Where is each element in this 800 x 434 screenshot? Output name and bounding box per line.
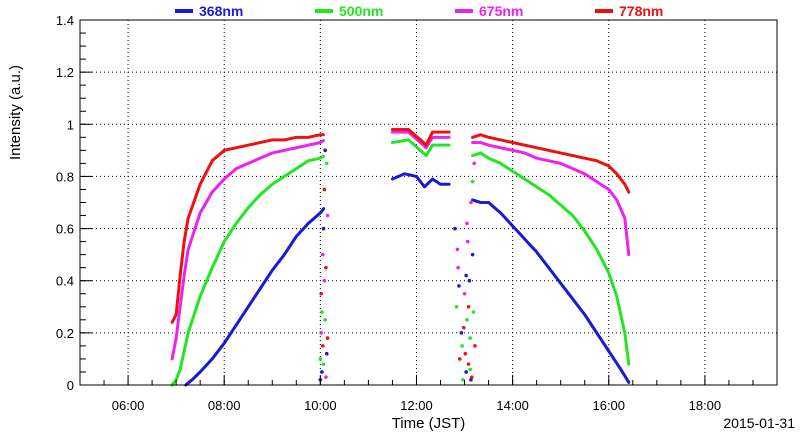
scatter-point [466,304,471,309]
scatter-point [464,273,468,278]
scatter-point [323,148,327,153]
scatter-point [455,247,460,252]
scatter-point [321,362,326,366]
x-axis-title: Time (JST) [392,415,466,432]
data-point [627,362,631,366]
scatter-point [320,310,324,314]
scatter-point [473,344,477,348]
scatter-point [323,318,327,322]
y-tick-label: 1 [67,117,74,132]
scatter-point [464,370,468,374]
y-tick-label: 1.4 [56,13,74,28]
scatter-point [319,331,323,335]
x-tick-label: 06:00 [112,398,145,413]
y-tick-label: 0.8 [56,169,74,184]
plot-area [79,19,778,386]
scatter-point [318,357,323,361]
data-point [321,139,325,143]
series-778nm [170,128,631,324]
date-label: 2015-01-31 [723,415,795,431]
ticks: 06:00 08:00 10:00 12:00 14:00 16:00 18:00 0 0.2 0… [56,13,754,413]
scatter-point [472,161,476,166]
data-point [447,130,451,134]
scatter-point [469,200,473,205]
x-tick-label: 14:00 [496,398,529,413]
data-point [627,253,631,257]
scatter-point [319,291,323,296]
y-tick-label: 1.2 [56,65,74,80]
y-axis-title: Intensity (a.u.) [7,65,24,160]
scatter-point [468,367,472,372]
scatter-point [456,265,460,270]
data-point [627,380,631,384]
scatter-point [465,221,469,226]
scatter-point [322,278,327,283]
scatter-point [465,318,469,322]
data-point [447,135,451,139]
scatter-point [457,284,461,288]
data-point [322,207,326,211]
y-tick-label: 0.2 [56,326,74,341]
legend-label: 778nm [619,3,663,19]
scatter-point [470,179,475,184]
series-500nm [170,138,631,387]
series-675nm [170,130,631,361]
scatter-point [320,370,324,374]
scatter-point [457,357,462,361]
scatter-point [469,377,473,382]
scatter-point [461,325,466,330]
scatter-point [325,213,330,218]
data-point [447,182,451,186]
series-layer [170,128,631,387]
cluster-10am [318,148,330,382]
scatter-point [468,336,472,340]
scatter-point [324,375,328,379]
x-tick-label: 18:00 [689,398,722,413]
grid [80,20,777,385]
scatter-point [467,278,472,283]
scatter-point [459,331,464,335]
scatter-point [460,344,464,348]
x-tick-label: 16:00 [592,398,625,413]
scatter-point [462,291,467,296]
cluster-1pm [453,161,477,382]
scatter-point [465,239,470,244]
scatter-point [321,226,326,231]
scatter-point [453,226,457,231]
scatter-point [324,265,328,270]
y-tick-label: 0 [67,378,74,393]
scatter-point [461,377,465,382]
scatter-point [470,252,475,257]
data-point [447,143,451,147]
data-point [321,154,325,158]
data-point [321,133,325,137]
x-tick-label: 08:00 [208,398,241,413]
legend-label: 675nm [479,3,523,19]
scatter-point [466,362,471,366]
y-tick-label: 0.6 [56,222,74,237]
data-point [627,190,631,194]
scatter-point [463,351,468,356]
scatter-point [320,344,325,348]
x-tick-label: 10:00 [304,398,337,413]
scatter-point [325,336,330,340]
scatter-point [322,187,327,192]
y-tick-label: 0.4 [56,274,74,289]
scatter-point [471,310,476,314]
legend-label: 500nm [339,3,383,19]
legend: 368nm 500nm 675nm 778nm [175,3,663,19]
legend-label: 368nm [199,3,243,19]
scatter-point [454,304,459,309]
scatter-point [324,161,329,166]
scatter-point [320,252,325,257]
scatter-point [324,351,329,356]
series-368nm [184,172,631,387]
x-tick-label: 12:00 [400,398,433,413]
